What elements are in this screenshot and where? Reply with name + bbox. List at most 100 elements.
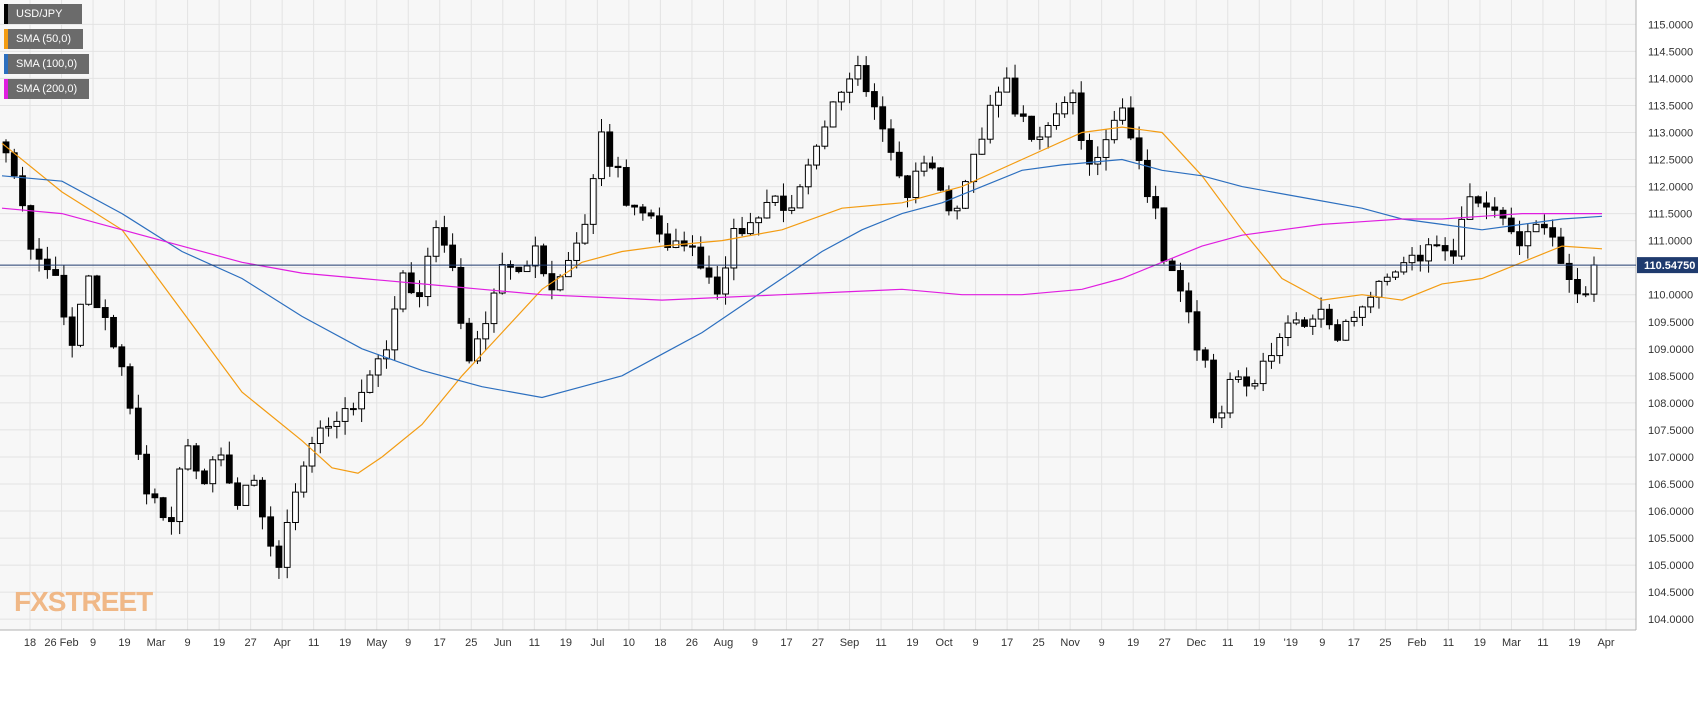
candle-up — [1342, 320, 1350, 341]
candle-up — [722, 267, 729, 295]
legend-label: SMA (50,0) — [16, 33, 72, 45]
candle-up — [1119, 107, 1126, 121]
candle-down — [887, 128, 895, 153]
candle-up — [341, 408, 349, 422]
price-tag-label: 110.54750 — [1644, 260, 1695, 272]
candle-up — [598, 131, 605, 180]
candle-up — [1524, 231, 1532, 247]
x-tick-label: 19 — [1253, 637, 1265, 649]
x-tick-label: 27 — [245, 637, 257, 649]
candle-down — [2, 141, 10, 154]
candle-down — [937, 167, 944, 191]
candle-up — [730, 228, 738, 269]
legend-label: SMA (100,0) — [16, 58, 78, 70]
candle-down — [1086, 139, 1093, 165]
candle-down — [68, 316, 76, 346]
candle-down — [1135, 137, 1143, 161]
x-tick-label: 9 — [752, 637, 758, 649]
candle-up — [763, 201, 771, 219]
candle-up — [424, 255, 432, 298]
candle-down — [440, 227, 448, 246]
candle-down — [1474, 196, 1482, 204]
candle-down — [1565, 262, 1573, 280]
x-tick-label: 18 — [24, 637, 36, 649]
candle-up — [986, 104, 994, 140]
y-tick-label: 105.0000 — [1648, 560, 1694, 572]
candle-down — [168, 517, 175, 523]
candle-up — [1367, 296, 1375, 308]
candle-up — [1110, 119, 1118, 141]
x-tick-label: 18 — [654, 637, 666, 649]
candle-up — [854, 65, 862, 80]
candle-up — [1102, 139, 1110, 158]
x-tick-label: 26 Feb — [44, 637, 78, 649]
y-tick-label: 104.0000 — [1648, 614, 1694, 626]
candle-up — [77, 303, 84, 346]
candle-up — [771, 195, 779, 203]
candle-up — [1094, 156, 1102, 165]
candle-up — [432, 227, 440, 257]
legend-swatch — [4, 4, 8, 24]
candle-down — [1127, 107, 1135, 139]
candle-down — [134, 407, 142, 455]
candle-up — [1234, 376, 1242, 380]
x-tick-label: 11 — [529, 637, 540, 649]
candle-up — [1590, 264, 1598, 295]
candle-down — [60, 274, 68, 318]
candle-up — [804, 164, 812, 188]
candle-up — [1532, 223, 1540, 233]
x-tick-label: 19 — [1474, 637, 1486, 649]
legend: USD/JPY SMA (50,0) SMA (100,0) SMA (200,0) — [4, 4, 90, 104]
candle-down — [780, 195, 787, 211]
candle-up — [399, 272, 407, 310]
candle-up — [1425, 244, 1432, 262]
legend-swatch — [4, 79, 8, 99]
x-tick-label: May — [366, 637, 387, 649]
candle-down — [1011, 77, 1019, 115]
candle-up — [391, 308, 399, 351]
candle-down — [656, 215, 663, 235]
x-tick-label: 19 — [339, 637, 351, 649]
y-tick-label: 109.5000 — [1648, 317, 1694, 329]
candle-down — [689, 245, 696, 248]
candle-up — [523, 265, 531, 273]
candle-down — [449, 244, 457, 268]
candle-down — [1450, 250, 1457, 257]
candle-down — [1210, 359, 1217, 419]
x-tick-label: Sep — [840, 637, 860, 649]
time-axis-background — [0, 630, 1707, 712]
x-tick-label: 9 — [90, 637, 96, 649]
candle-down — [1193, 311, 1201, 351]
candle-up — [1400, 262, 1408, 273]
x-tick-label: 11 — [1222, 637, 1233, 649]
candle-down — [622, 167, 630, 206]
candle-down — [697, 246, 705, 269]
candle-down — [259, 479, 266, 518]
candle-up — [1309, 318, 1317, 327]
candle-up — [308, 443, 316, 467]
candle-up — [1392, 271, 1399, 278]
candle-up — [325, 425, 332, 429]
candle-down — [1160, 207, 1168, 262]
x-tick-label: 17 — [434, 637, 446, 649]
candle-up — [1350, 316, 1358, 322]
candle-down — [201, 470, 208, 485]
candle-up — [242, 484, 250, 506]
candle-up — [581, 223, 589, 244]
candle-up — [217, 454, 225, 461]
candle-down — [1334, 324, 1341, 341]
x-tick-label: 25 — [1033, 637, 1045, 649]
candle-up — [796, 186, 804, 209]
y-tick-label: 111.0000 — [1648, 236, 1692, 248]
candle-down — [126, 366, 134, 409]
candle-down — [647, 212, 655, 217]
x-tick-label: Jul — [590, 637, 604, 649]
candle-up — [746, 222, 754, 235]
candle-up — [482, 323, 490, 340]
legend-item: USD/JPY — [4, 4, 82, 24]
sma-50-0-line — [1, 126, 1603, 474]
sma-100-0-line — [1, 158, 1603, 399]
x-tick-label: 26 — [686, 637, 698, 649]
candle-down — [1441, 245, 1449, 252]
y-tick-label: 114.5000 — [1648, 46, 1693, 58]
